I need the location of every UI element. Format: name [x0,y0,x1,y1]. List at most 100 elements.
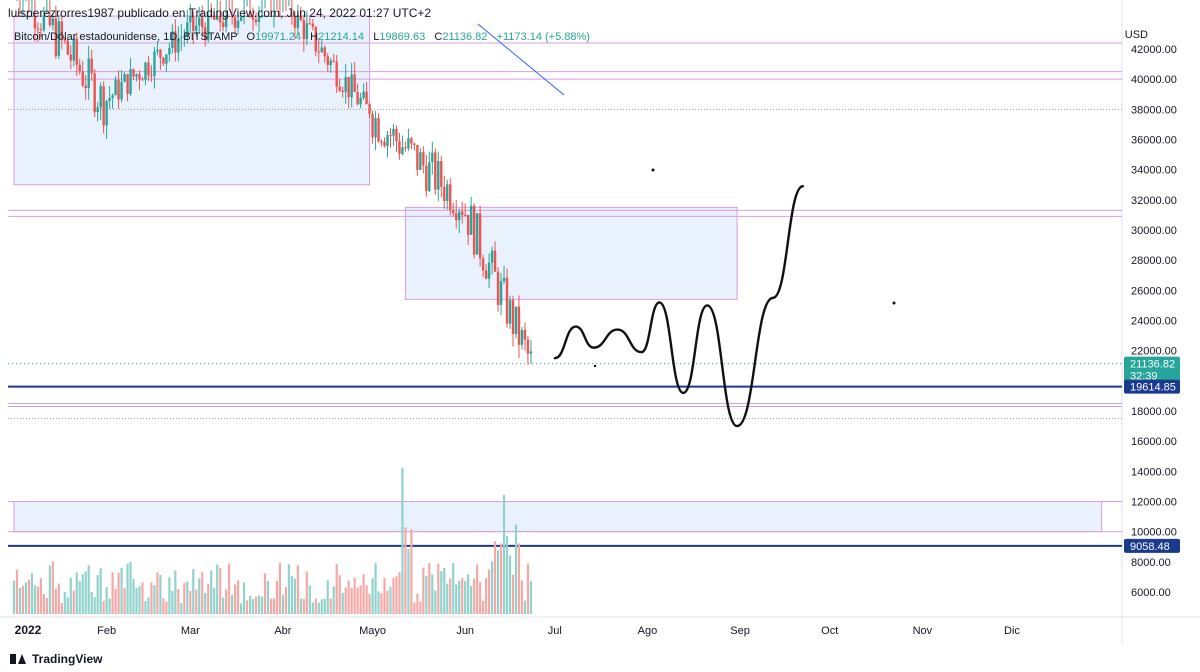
candle-body [401,147,404,154]
volume-bar [410,529,413,614]
y-tick-label: 34000.00 [1131,165,1177,177]
zone-rect-2 [404,206,738,300]
change-value: +1173.14 (+5.88%) [496,31,590,43]
volume-bar [374,563,377,614]
y-tick-label: 10000.00 [1131,527,1177,539]
projection-drawing [553,185,805,428]
candle-body [174,31,177,53]
candle-body [407,138,410,149]
volume-bar [99,568,102,614]
volume-bar [192,569,195,614]
volume-bar [129,561,132,614]
volume-bar [479,581,482,614]
volume-bar [66,597,69,614]
volume-bar [257,595,261,614]
volume-bar [198,578,201,614]
candle-body [499,281,503,305]
candle-body [141,79,144,81]
volume-bar [242,582,246,614]
volume-bar [317,602,320,614]
y-tick-label: 36000.00 [1131,135,1177,147]
volume-bar [27,579,31,614]
candle-body [90,58,93,74]
symbol-name[interactable]: Bitcoin/Dólar estadounidense, 1D, BITSTA… [14,31,238,43]
volume-bar [269,598,273,614]
volume-bar [329,598,332,614]
price-tag-1 [1124,356,1180,383]
candle-body [39,29,43,31]
candle-body [260,16,264,17]
volume-bar [389,586,392,614]
candle-body [308,23,312,25]
y-tick-label: 40000.00 [1131,74,1177,86]
x-tick-label: Mayo [359,625,386,637]
candle-body [487,262,491,279]
open-label: O [246,31,256,43]
candle-body [72,38,75,61]
volume-bar [386,590,389,614]
candle-body [168,47,171,55]
volume-bar [201,572,204,614]
volume-bar [228,563,231,614]
candle-body [198,17,201,26]
candle-body [138,74,141,80]
volume-bar [377,591,380,614]
volume-bar [12,580,16,614]
volume-bar [520,580,524,614]
volume-bar [204,592,207,614]
candle-body [484,270,488,279]
candle-body [529,351,533,354]
candle-body [207,16,210,41]
volume-bar [514,524,518,614]
candle-body [425,165,428,191]
candle-body [299,16,303,21]
volume-bar [347,580,350,614]
volume-bar [117,572,120,614]
candle-body [153,51,156,76]
volume-bar [485,577,488,614]
candle-body [126,74,129,95]
candle-body [18,16,22,17]
candle-body [371,113,374,138]
volume-bar [416,593,419,614]
volume-bar [395,576,398,614]
volume-bar [517,543,521,614]
volume-group [12,467,533,614]
candle-body [144,62,147,80]
volume-bar [287,564,290,614]
candle-body [245,16,249,17]
price-tag-3 [1124,538,1180,553]
volume-bar [299,598,302,614]
candle-body [221,22,225,28]
volume-bar [398,572,401,614]
candle-body [472,205,476,255]
candle-body [475,213,479,255]
candle-body [57,21,61,56]
volume-bar [511,574,515,614]
candle-body [69,54,72,61]
candle-body [508,300,512,324]
volume-bar [96,574,99,614]
candle-body [320,47,323,53]
candle-body [24,16,28,17]
x-tick-label: Sep [730,625,750,637]
candle-body [45,16,49,17]
volume-bar [78,581,81,614]
candle-body [227,16,231,17]
volume-bar [502,494,506,614]
candle-body [96,107,99,113]
candle-body [180,37,183,39]
volume-bar [446,583,449,614]
candle-body [21,16,25,17]
candle-body [135,74,138,77]
tradingview-brand[interactable]: TradingView [10,652,102,666]
volume-bar [508,555,512,614]
candle-body [78,64,81,72]
y-tick-label: 18000.00 [1131,406,1177,418]
volume-bar [344,587,347,614]
candle-body [278,16,282,17]
volume-bar [60,603,63,614]
volume-bar [443,567,446,614]
volume-bar [207,584,210,614]
